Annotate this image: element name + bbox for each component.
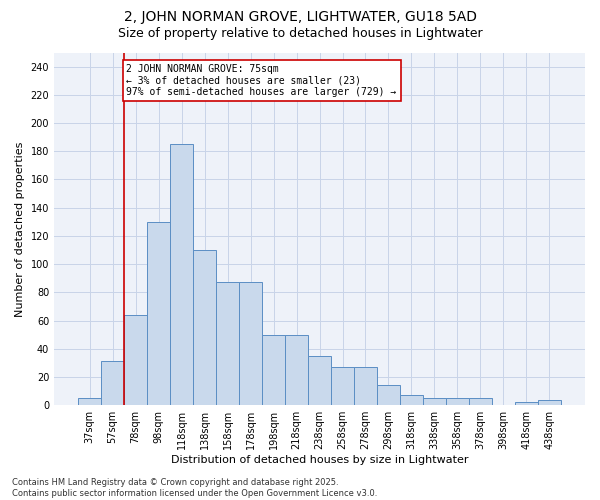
Bar (216, 282, 239, 405)
Text: 2 JOHN NORMAN GROVE: 75sqm
← 3% of detached houses are smaller (23)
97% of semi-: 2 JOHN NORMAN GROVE: 75sqm ← 3% of detac… (127, 64, 397, 97)
Bar (124, 315, 147, 405)
Bar (423, 398, 446, 405)
Text: Contains HM Land Registry data © Crown copyright and database right 2025.
Contai: Contains HM Land Registry data © Crown c… (12, 478, 377, 498)
Bar (377, 386, 400, 405)
Bar (354, 367, 377, 405)
Bar (262, 334, 285, 405)
Bar (331, 367, 354, 405)
Bar (400, 396, 423, 405)
Bar (446, 398, 469, 405)
Bar (170, 144, 193, 405)
Bar (101, 362, 124, 405)
Bar (308, 356, 331, 405)
Bar (515, 402, 538, 405)
Text: Size of property relative to detached houses in Lightwater: Size of property relative to detached ho… (118, 28, 482, 40)
Bar (285, 334, 308, 405)
Bar (469, 398, 492, 405)
Bar (193, 250, 216, 405)
Text: 2, JOHN NORMAN GROVE, LIGHTWATER, GU18 5AD: 2, JOHN NORMAN GROVE, LIGHTWATER, GU18 5… (124, 10, 476, 24)
Y-axis label: Number of detached properties: Number of detached properties (15, 141, 25, 316)
Bar (147, 222, 170, 405)
Bar (538, 400, 561, 405)
Bar (78, 398, 101, 405)
X-axis label: Distribution of detached houses by size in Lightwater: Distribution of detached houses by size … (171, 455, 468, 465)
Bar (239, 282, 262, 405)
